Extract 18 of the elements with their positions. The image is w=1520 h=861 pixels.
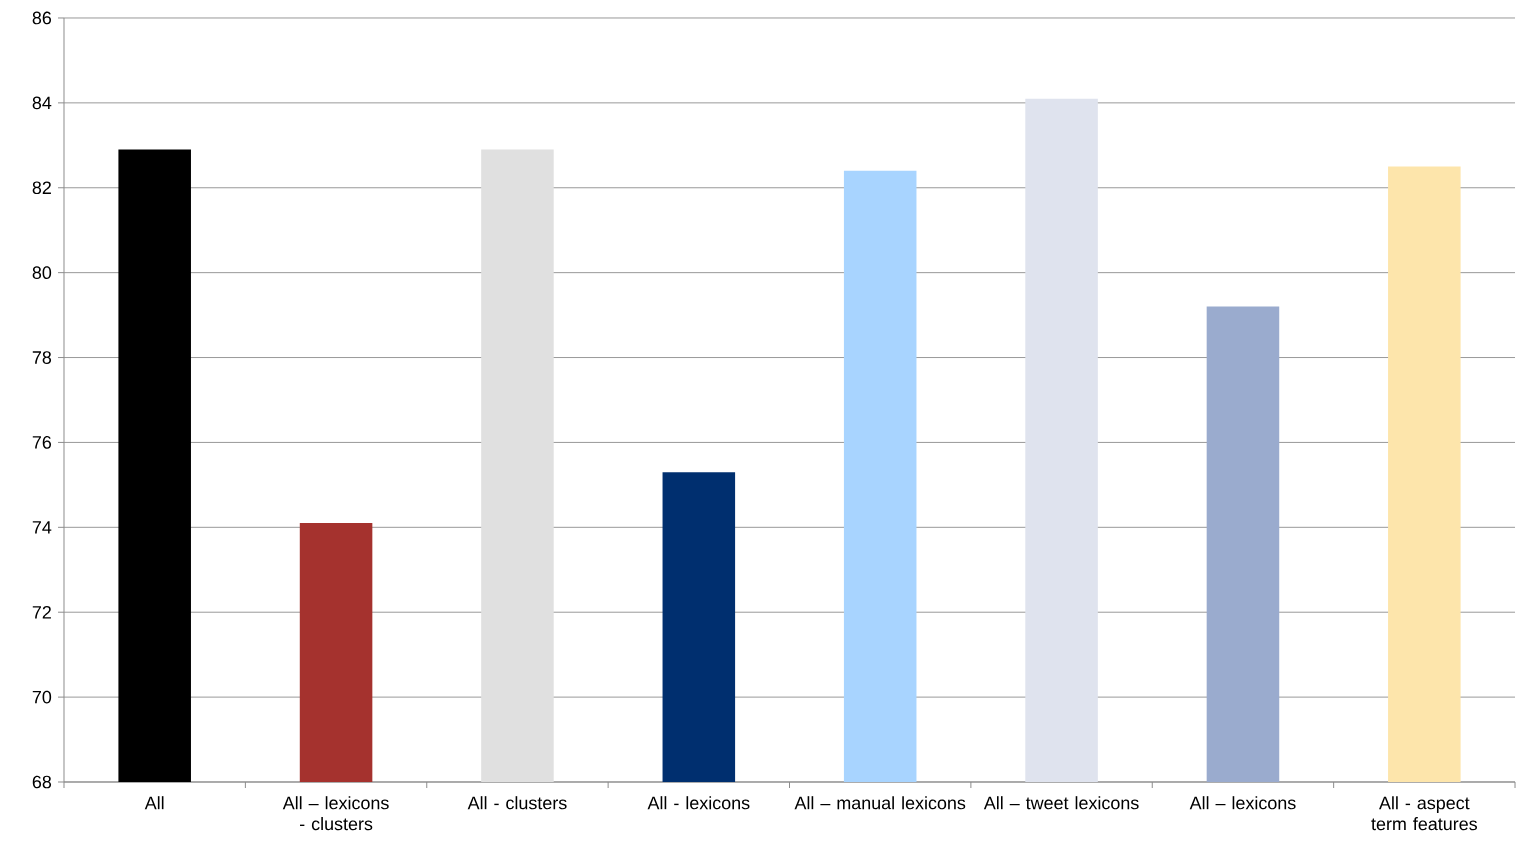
x-tick-label: All - clusters bbox=[467, 796, 567, 810]
y-tick-label: 84 bbox=[32, 96, 52, 110]
y-tick-label: 80 bbox=[32, 266, 52, 279]
y-tick-label: 76 bbox=[32, 436, 52, 449]
y-tick-label: 82 bbox=[32, 181, 51, 195]
y-tick-label: 72 bbox=[32, 605, 51, 619]
y-tick-label: 70 bbox=[32, 690, 52, 704]
y-tick-label: 68 bbox=[32, 775, 52, 789]
y-tick-label: 78 bbox=[32, 351, 52, 364]
x-tick-label: All - lexicons bbox=[647, 796, 750, 810]
y-tick-label: 86 bbox=[32, 11, 52, 25]
x-tick-label: All – tweet lexicons bbox=[983, 796, 1139, 810]
x-tick-label: All – manual lexicons bbox=[794, 796, 966, 810]
x-tick-label: All – lexicons - clusters bbox=[282, 796, 389, 831]
x-tick-label: All - aspect term features bbox=[1371, 796, 1477, 831]
y-tick-label: 74 bbox=[32, 521, 52, 534]
x-tick-label: All – lexicons bbox=[1189, 796, 1296, 810]
x-tick-label: All bbox=[144, 796, 164, 810]
